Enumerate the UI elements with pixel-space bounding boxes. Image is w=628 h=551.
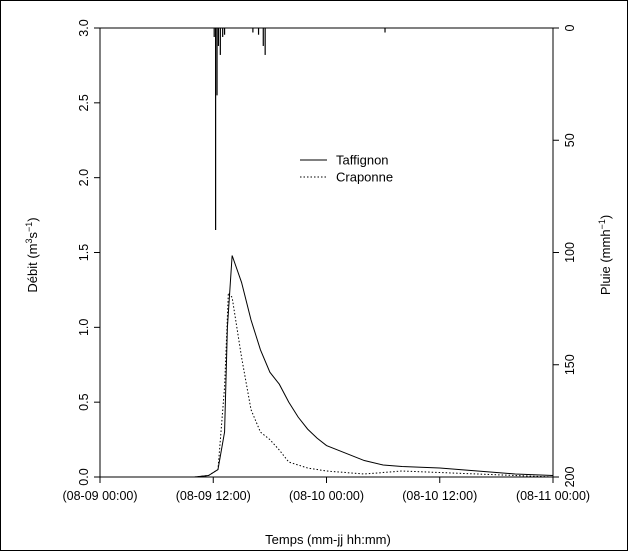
x-tick-label: (08-09 12:00): [176, 489, 251, 503]
plot-area: [99, 27, 554, 478]
x-tick-label: (08-10 12:00): [402, 489, 477, 503]
y-right-tick-label: 200: [563, 467, 577, 488]
y-left-tick-label: 3.0: [77, 19, 91, 36]
legend-label-taffignon: Taffignon: [336, 153, 389, 168]
y-left-tick-label: 2.5: [77, 94, 91, 111]
x-tick-label: (08-09 00:00): [62, 489, 137, 503]
legend: Taffignon Craponne: [300, 153, 393, 185]
rainfall-bars: [213, 28, 386, 231]
y-right-tick-label: 50: [563, 133, 577, 147]
y-axis-label-left: Débit (m3s−1): [24, 217, 40, 292]
series-lines: [100, 255, 554, 478]
x-tick-label: (08-11 00:00): [516, 489, 590, 503]
series-line-craponne: [100, 291, 554, 478]
x-tick-label: (08-10 00:00): [289, 489, 364, 503]
axes: (08-09 00:00) (08-09 12:00) (08-10 00:00) (…: [62, 19, 590, 503]
legend-label-craponne: Craponne: [336, 170, 393, 185]
y-left-tick-label: 0.0: [77, 468, 91, 485]
y-left-tick-label: 1.0: [77, 319, 91, 336]
series-line-taffignon: [100, 255, 554, 478]
y-axis-label-right: Pluie (mmh−1): [597, 215, 613, 295]
y-left-tick-label: 0.5: [77, 393, 91, 410]
y-right-tick-label: 0: [563, 24, 577, 31]
y-left-tick-label: 2.0: [77, 169, 91, 186]
plot-box: [99, 27, 554, 478]
x-axis-label: Temps (mm-jj hh:mm): [265, 532, 391, 547]
y-right-tick-label: 150: [563, 354, 577, 375]
y-right-tick-label: 100: [563, 242, 577, 263]
y-left-tick-label: 1.5: [77, 244, 91, 261]
